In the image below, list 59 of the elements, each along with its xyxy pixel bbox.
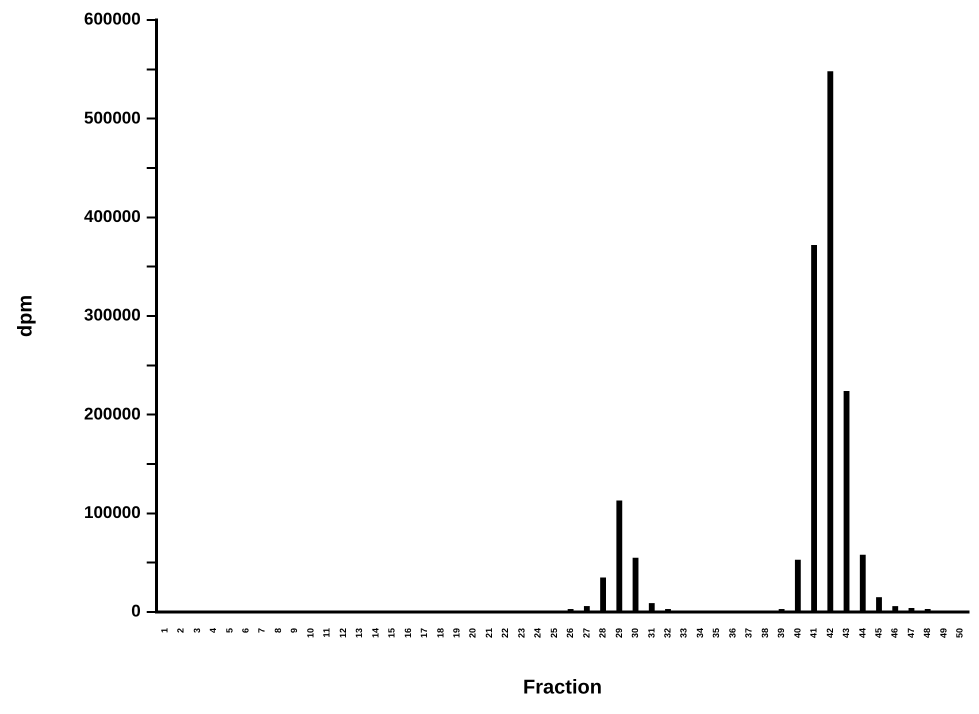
x-tick-label: 11: [322, 628, 332, 638]
x-tick-label: 9: [289, 628, 300, 634]
x-tick-label: 27: [581, 628, 592, 638]
x-tick-label: 7: [256, 628, 267, 634]
y-tick-label: 300000: [84, 306, 141, 325]
x-tick-label: 43: [841, 628, 852, 638]
x-tick-label: 1: [159, 628, 170, 634]
x-tick-label: 46: [890, 628, 900, 638]
x-tick-label: 15: [386, 628, 397, 638]
x-tick-label: 49: [938, 628, 948, 638]
y-tick-label: 0: [131, 602, 141, 621]
x-tick-label: 13: [354, 628, 364, 638]
x-tick-label: 4: [208, 628, 218, 634]
x-tick-label: 32: [662, 628, 672, 638]
x-tick-label: 8: [272, 628, 283, 634]
x-tick-label: 2: [176, 628, 186, 634]
y-tick-label: 400000: [84, 207, 141, 226]
x-tick-label: 5: [224, 628, 234, 634]
x-tick-label: 37: [744, 628, 754, 638]
x-tick-label: 18: [435, 628, 446, 638]
x-tick-label: 6: [240, 628, 250, 634]
y-axis-title: dpm: [14, 294, 37, 338]
x-tick-label: 36: [727, 628, 738, 638]
x-tick-label: 39: [776, 628, 786, 638]
x-tick-label: 48: [922, 628, 932, 638]
x-tick-label: 31: [646, 628, 656, 638]
x-tick-label: 21: [484, 628, 494, 638]
x-tick-label: 29: [614, 628, 624, 638]
x-tick-label: 24: [532, 628, 543, 638]
x-tick-label: 19: [451, 628, 462, 638]
x-tick-label: 30: [630, 628, 640, 638]
x-tick-label: 10: [305, 628, 316, 638]
x-tick-label: 16: [402, 628, 413, 638]
x-tick-label: 33: [678, 628, 689, 638]
x-tick-label: 34: [694, 628, 705, 638]
x-tick-label: 47: [906, 628, 916, 638]
y-tick-label: 100000: [84, 503, 141, 522]
y-tick-label: 200000: [84, 404, 141, 424]
x-tick-label: 28: [598, 628, 608, 638]
x-tick-label: 3: [192, 628, 202, 634]
x-tick-label: 35: [711, 628, 722, 638]
x-tick-label: 41: [808, 628, 819, 638]
y-tick-label: 500000: [84, 108, 141, 128]
x-tick-label: 23: [516, 628, 526, 638]
x-tick-label: 14: [370, 628, 380, 638]
x-tick-label: 26: [565, 628, 576, 638]
x-tick-label: 45: [873, 628, 884, 638]
x-tick-label: 25: [548, 628, 559, 638]
x-tick-label: 44: [857, 628, 868, 638]
x-tick-label: 17: [419, 628, 430, 638]
x-tick-label: 20: [468, 628, 478, 638]
x-tick-label: 42: [824, 628, 835, 638]
x-tick-label: 40: [792, 628, 802, 638]
x-tick-label: 50: [954, 628, 965, 638]
x-tick-label: 22: [500, 628, 510, 638]
x-tick-label: 38: [760, 628, 770, 638]
x-tick-label: 12: [338, 628, 348, 638]
y-tick-label: 600000: [84, 10, 141, 29]
x-axis-title: Fraction: [523, 676, 602, 699]
